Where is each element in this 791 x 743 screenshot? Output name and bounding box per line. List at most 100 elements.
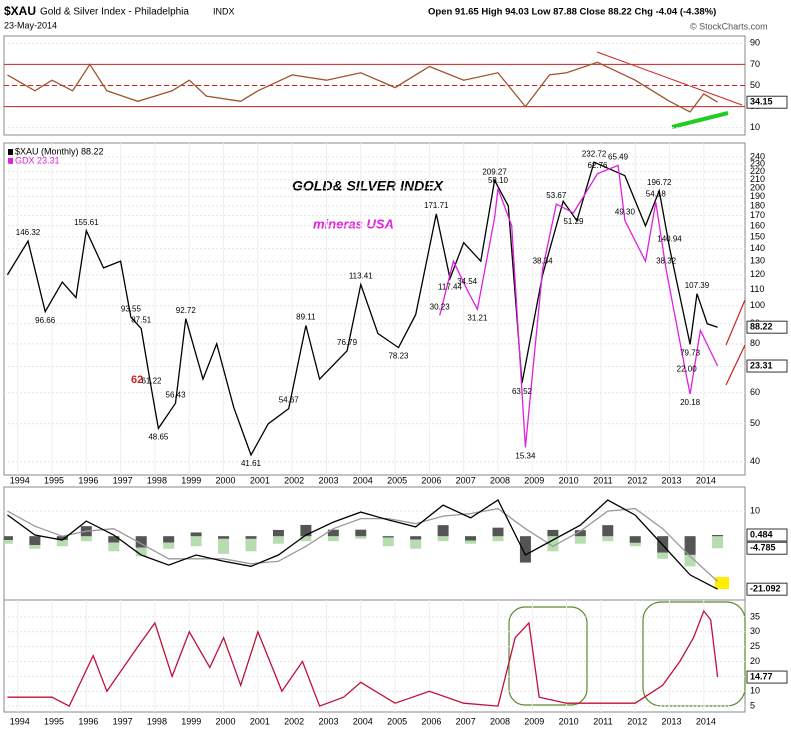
histogram-bar	[629, 536, 641, 543]
histogram-bar	[80, 536, 92, 542]
x-tick-label: 2012	[627, 716, 647, 726]
series-line	[7, 507, 719, 582]
data-label: 61.22	[141, 376, 162, 385]
y-tick-label: 70	[750, 59, 760, 69]
histogram-bar	[300, 536, 312, 542]
y-tick-label: 240	[750, 151, 765, 161]
x-tick-label: 2005	[387, 475, 407, 485]
x-tick-label: 1995	[44, 475, 64, 485]
x-tick-label: 2006	[421, 475, 441, 485]
y-tick-label: 190	[750, 191, 765, 201]
data-label: 38.34	[533, 257, 554, 266]
data-label: 93.55	[121, 304, 142, 313]
x-tick-label: 2007	[456, 475, 476, 485]
x-tick-label: 2005	[387, 716, 407, 726]
data-label: 76.79	[337, 338, 358, 347]
y-tick-label: 80	[750, 338, 760, 348]
source: © StockCharts.com	[690, 21, 768, 31]
data-label: 140.94	[657, 235, 682, 244]
data-label: 209.27	[482, 167, 507, 176]
x-tick-label: 2002	[284, 475, 304, 485]
data-label: 107.39	[685, 281, 710, 290]
x-tick-label: 2004	[353, 716, 373, 726]
data-label: 48.65	[148, 433, 169, 442]
x-tick-label: 1999	[181, 716, 201, 726]
annotation-title: GOLD& SILVER INDEX	[292, 178, 445, 194]
divergence-line	[671, 111, 729, 129]
x-tick-label: 2003	[318, 475, 338, 485]
x-tick-label: 1994	[10, 716, 30, 726]
histogram-bar	[272, 536, 284, 544]
annotation-note: 62	[131, 374, 143, 386]
last-value-box	[746, 359, 788, 373]
y-tick-label: 130	[750, 256, 765, 266]
last-value-box	[746, 528, 788, 542]
x-tick-label: 1996	[78, 475, 98, 485]
x-tick-label: 2009	[524, 475, 544, 485]
y-tick-label: 10	[750, 505, 760, 515]
legend-swatch	[8, 158, 13, 164]
y-tick-label: 180	[750, 200, 765, 210]
x-tick-label: 2001	[250, 716, 270, 726]
x-tick-label: 2002	[284, 716, 304, 726]
y-tick-label: 35	[750, 611, 760, 621]
last-value-box	[746, 541, 788, 555]
data-label: 78.23	[388, 352, 409, 361]
y-tick-label: 90	[750, 38, 760, 48]
last-value-label: 88.22	[750, 322, 773, 332]
histogram-bar	[4, 536, 13, 540]
data-label: 38.32	[656, 257, 677, 266]
y-tick-label: 30	[750, 626, 760, 636]
data-label: 87.51	[131, 316, 152, 325]
last-value-label: -21.092	[750, 584, 781, 594]
histogram-bar	[382, 536, 394, 538]
histogram-bar	[300, 524, 312, 537]
y-tick-label: 200	[750, 182, 765, 192]
x-tick-label: 2009	[524, 716, 544, 726]
x-tick-label: 1996	[78, 716, 98, 726]
histogram-bar	[218, 536, 230, 539]
data-label: 62.76	[587, 161, 608, 170]
data-label: 53.67	[546, 191, 567, 200]
y-tick-label: 10	[750, 686, 760, 696]
y-tick-label: 210	[750, 174, 765, 184]
y-tick-label: 170	[750, 210, 765, 220]
highlight-oval	[508, 606, 588, 706]
y-tick-label: 230	[750, 159, 765, 169]
y-tick-label: 5	[750, 701, 755, 711]
y-tick-label: 10	[750, 122, 760, 132]
series-line	[7, 609, 719, 707]
histogram-bar	[574, 536, 586, 544]
x-tick-label: 2001	[250, 475, 270, 485]
last-value-box	[746, 670, 788, 684]
histogram-bar	[190, 532, 202, 537]
x-tick-label: 2013	[662, 716, 682, 726]
x-tick-label: 2010	[559, 475, 579, 485]
data-label: 51.29	[563, 217, 584, 226]
data-label: 15.34	[515, 451, 536, 460]
exchange: INDX	[213, 6, 235, 16]
price-panel	[3, 142, 746, 476]
y-tick-label: 20	[750, 656, 760, 666]
histogram-bar	[712, 536, 724, 549]
histogram-bar	[56, 536, 68, 547]
x-tick-label: 2011	[593, 475, 612, 485]
histogram-bar	[382, 536, 394, 547]
histogram-bar	[437, 525, 449, 537]
data-label: 22.00	[677, 364, 698, 373]
x-tick-label: 2008	[490, 716, 510, 726]
histogram-bar	[355, 536, 367, 539]
data-label: 34.54	[457, 277, 478, 286]
data-label: 79.73	[680, 349, 701, 358]
data-label: 54.67	[279, 396, 300, 405]
data-label: 41.61	[241, 459, 262, 468]
series-line	[439, 164, 719, 448]
data-label: 113.41	[349, 272, 373, 281]
plot-area	[4, 143, 745, 475]
y-tick-label: 50	[750, 80, 760, 90]
data-label: 58.10	[488, 176, 509, 185]
x-tick-label: 2006	[421, 716, 441, 726]
legend-label: $XAU (Monthly) 88.22	[15, 146, 104, 156]
histogram-bar	[135, 536, 147, 548]
